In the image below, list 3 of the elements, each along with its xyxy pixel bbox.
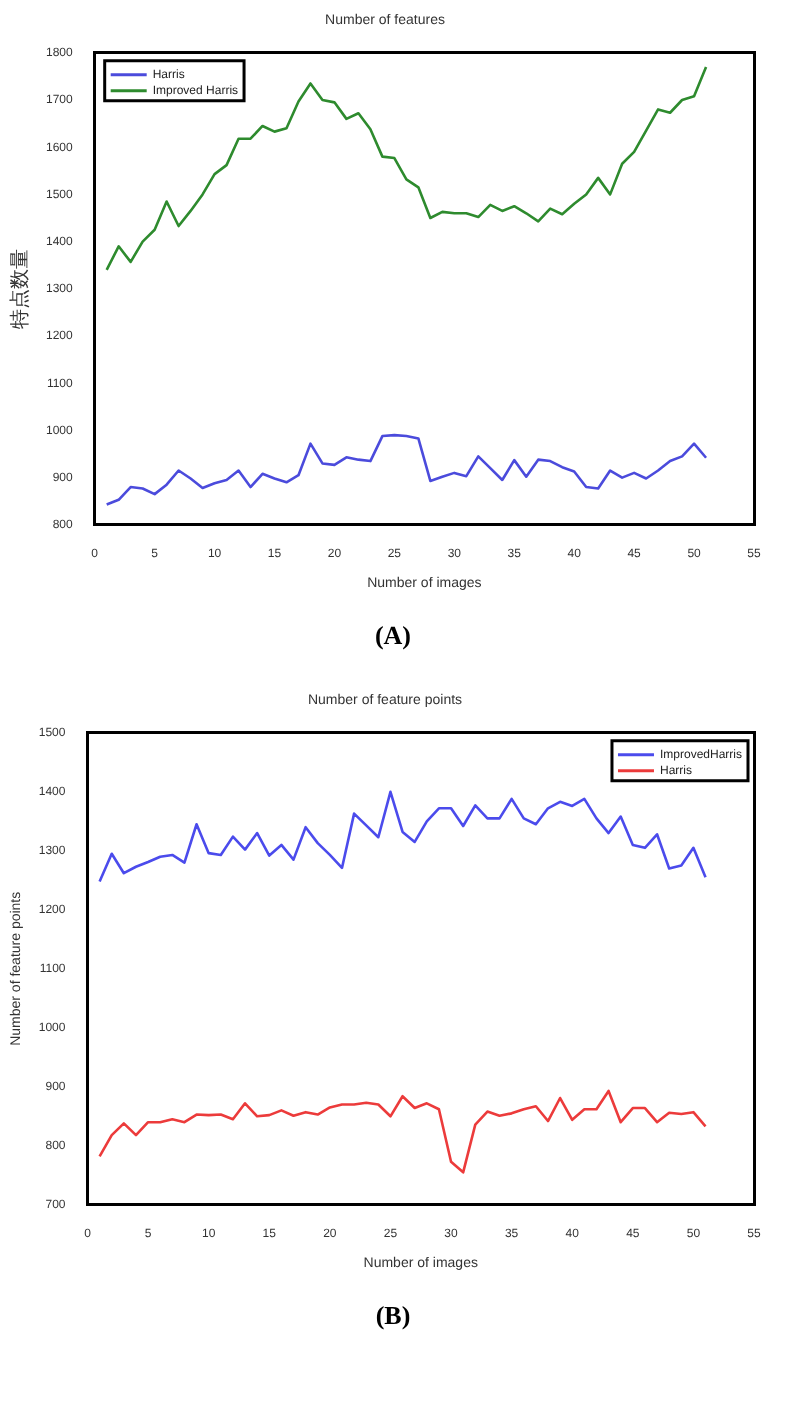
text: (A) xyxy=(372,618,414,654)
y-axis-title: 特点数量 xyxy=(7,248,32,329)
text: (B) xyxy=(373,1298,413,1334)
